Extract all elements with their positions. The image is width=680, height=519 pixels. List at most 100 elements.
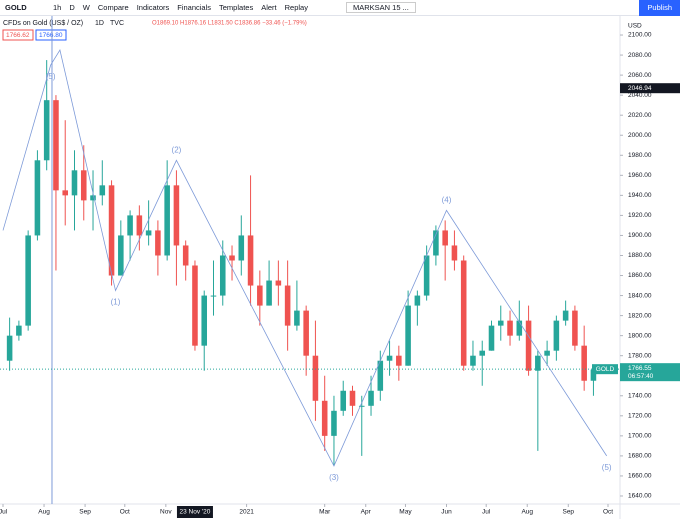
x-tick-label: Jun [441, 509, 452, 516]
x-tick-label: Mar [319, 509, 331, 516]
candle-body [80, 170, 87, 201]
candle-body [535, 355, 541, 371]
candle-body [247, 235, 254, 286]
y-tick-label: 1660.00 [628, 473, 652, 480]
ask: 1766.80 [39, 32, 63, 39]
y-tick-label: 2080.00 [628, 52, 652, 59]
price-axis [620, 16, 680, 519]
button[interactable]: Alert [261, 3, 277, 12]
layout-name[interactable]: MARKSAN 15 ... [345, 2, 416, 13]
chart-title: CFDs on Gold (US$ / OZ) [3, 20, 83, 27]
price-tag [620, 363, 680, 382]
candle-body [572, 310, 578, 346]
candle-body [192, 265, 198, 346]
wave-label: (3) [329, 473, 339, 482]
y-tick-label: 2100.00 [628, 32, 652, 39]
y-tick-label: 1960.00 [628, 172, 652, 179]
interval[interactable]: 1h [53, 3, 62, 12]
crosshair-date-box [176, 506, 213, 518]
y-tick-label: 1740.00 [628, 392, 652, 399]
candle-body [127, 215, 133, 236]
candle-body [590, 369, 597, 381]
candle-body [294, 310, 300, 326]
toolbar: GOLD 1h D W Compare Indicators Financial… [0, 0, 680, 16]
button[interactable]: Compare [97, 3, 129, 12]
candle-body [62, 190, 69, 196]
x-tick-label: Sep [562, 509, 574, 516]
candle-body [525, 320, 532, 371]
y-tick-label: 1720.00 [628, 413, 652, 420]
source: TVC [110, 20, 124, 27]
button[interactable]: Indicators [136, 3, 170, 12]
candle-body [90, 195, 96, 201]
button[interactable]: Financials [177, 3, 212, 12]
candle-body [25, 235, 31, 326]
candle-body [53, 100, 59, 191]
y-tick-label: 1900.00 [628, 232, 652, 239]
candle-body [99, 185, 106, 196]
ohlc-legend: O1869.10 H1876.16 L1831.50 C1836.86 −33.… [152, 21, 307, 27]
x-tick-label: Apr [361, 509, 372, 516]
symbol-tag [592, 364, 618, 375]
candle-body [6, 335, 13, 361]
publish-button[interactable]: Publish [639, 0, 680, 16]
candle-body [358, 405, 365, 407]
candle-body [349, 390, 356, 406]
candle-body [507, 320, 513, 336]
y-tick-label: 2060.00 [628, 72, 652, 79]
x-tick-label: May [399, 509, 412, 516]
candle-body [118, 235, 124, 276]
y-tick-label: 1920.00 [628, 212, 652, 219]
y-tick-label: 2040.00 [628, 92, 652, 99]
y-tick-label: 1680.00 [628, 453, 652, 460]
candle-body [43, 100, 50, 161]
symbol[interactable]: GOLD [5, 3, 27, 12]
x-tick-label: Oct [120, 509, 130, 516]
candle-body [460, 260, 467, 366]
x-tick-label: Aug [38, 509, 50, 516]
candle-body [497, 320, 504, 326]
wave-line [2, 49, 608, 467]
y-tick-label: 1880.00 [628, 252, 652, 259]
x-tick-label: 2021 [239, 509, 254, 516]
y-tick-label: 1840.00 [628, 292, 652, 299]
wave-label: (4) [442, 196, 452, 205]
candle-body [108, 185, 115, 276]
symbol-tag-text: GOLD [596, 366, 615, 373]
y-tick-label: 1860.00 [628, 272, 652, 279]
candle-body [312, 355, 319, 401]
candle-body [275, 280, 282, 286]
button[interactable]: Templates [219, 3, 254, 12]
candle-body [284, 285, 291, 326]
candle-body [488, 325, 495, 351]
candle-body [229, 255, 235, 261]
y-tick-label: 1940.00 [628, 192, 652, 199]
interval[interactable]: D [69, 3, 75, 12]
interval[interactable]: W [82, 3, 90, 12]
crosshair-date: 23 Nov '20 [180, 509, 211, 516]
x-tick-label: Sep [79, 509, 91, 516]
candle-body [303, 310, 309, 356]
button[interactable]: Replay [284, 3, 308, 12]
wave-label: (5) [602, 463, 612, 472]
candle-body [238, 235, 245, 261]
y-tick-label: 1700.00 [628, 433, 652, 440]
ask-box [35, 29, 67, 41]
x-tick-label: Nov [160, 509, 172, 516]
candle-body [553, 320, 560, 351]
wave-label: (1) [111, 298, 121, 307]
candle-body [544, 350, 550, 356]
candle-body [377, 360, 384, 391]
wave-label: (2) [172, 145, 182, 154]
candle-body [266, 280, 272, 306]
y-tick-label: 1640.00 [628, 493, 652, 500]
candle-body [396, 355, 402, 366]
x-tick-label: Jul [482, 509, 491, 516]
y-tick-label: 1980.00 [628, 152, 652, 159]
candle-body [433, 230, 439, 256]
wave-label: (5) [46, 72, 56, 81]
candle-body [182, 245, 189, 266]
candle-body [451, 245, 458, 261]
candle-body [470, 355, 476, 366]
